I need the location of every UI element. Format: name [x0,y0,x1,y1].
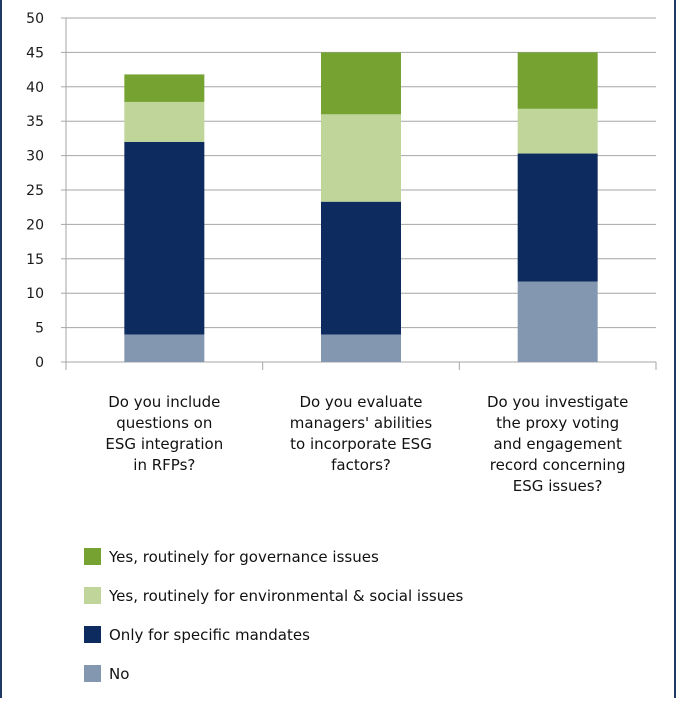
y-tick-label: 10 [26,286,44,302]
x-category-label-line: managers' abilities [289,414,433,432]
legend: Yes, routinely for governance issues Yes,… [84,545,463,701]
bars [124,52,598,362]
bar-segment [517,52,598,109]
y-tick-label: 50 [26,11,44,27]
legend-swatch [84,587,101,604]
legend-swatch [84,626,101,643]
y-tick-label: 30 [26,149,44,165]
y-tick-label: 25 [26,183,44,199]
bar-segment [124,101,205,142]
x-category-label: Do you evaluate managers' abilities to inc… [276,392,446,476]
bar-segment [517,281,598,362]
y-tick-label: 35 [26,114,44,130]
y-tick-labels: 0 5 10 15 20 25 30 35 40 45 50 [26,11,44,371]
y-tick-label: 0 [35,355,44,371]
x-category-label-line: to incorporate ESG [290,435,432,453]
legend-swatch [84,548,101,565]
bar-segment [321,114,401,202]
y-tick-label: 5 [35,321,44,337]
x-category-label-line: Do you include [108,393,221,411]
legend-label: Yes, routinely for environmental & socia… [109,586,464,605]
y-tick-label: 15 [26,252,44,268]
x-category-label-line: the proxy voting [496,414,620,432]
legend-label: Only for specific mandates [109,625,310,644]
legend-label: No [109,664,130,683]
x-category-label: Do you investigate the proxy voting and en… [473,392,643,497]
x-category-label-line: ESG issues? [512,477,603,495]
x-category-label-line: questions on [116,414,213,432]
bar-segment [321,334,401,362]
bar-segment [517,153,598,282]
x-category-label-line: ESG integration [105,435,224,453]
x-category-label-line: and engagement [493,435,622,453]
legend-item: No [84,662,463,685]
x-category-label: Do you include questions on ESG integratio… [79,392,249,476]
y-tick-label: 45 [26,45,44,61]
x-category-label-line: factors? [331,456,391,474]
stacked-bar-chart: 0 5 10 15 20 25 30 35 40 45 50 [26,11,657,371]
bar-segment [124,74,205,102]
y-tick-label: 40 [26,80,44,96]
bar-segment [124,141,205,335]
legend-item: Only for specific mandates [84,623,463,646]
bar-segment [517,108,598,154]
bar-segment [321,201,401,335]
legend-label: Yes, routinely for governance issues [109,547,379,566]
x-category-label-line: Do you evaluate [299,393,423,411]
legend-swatch [84,665,101,682]
legend-item: Yes, routinely for environmental & socia… [84,584,463,607]
bar-segment [124,334,205,362]
bar-segment [321,52,401,115]
x-category-label-line: record concerning [489,456,626,474]
y-tick-label: 20 [26,217,44,233]
x-category-label-line: in RFPs? [133,456,196,474]
legend-item: Yes, routinely for governance issues [84,545,463,568]
x-category-label-line: Do you investigate [487,393,629,411]
